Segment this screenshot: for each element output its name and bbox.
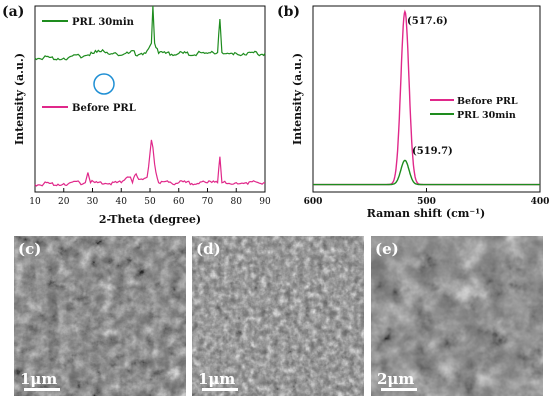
xrd-plot-frame (34, 5, 266, 193)
scale-bar-label-e: 2μm (377, 370, 415, 388)
raman-x-tick-label: 400 (531, 197, 550, 207)
raman-xlabel: Raman shift (cm⁻¹) (367, 207, 486, 220)
sem-image-c: (c) 1μm (14, 236, 186, 396)
xrd-x-tick-label: 60 (173, 197, 185, 207)
xrd-x-tick-label: 80 (231, 197, 243, 207)
highlight-circle (93, 73, 115, 95)
xrd-x-tick-label: 30 (87, 197, 99, 207)
raman-x-tick-label: 600 (304, 197, 323, 207)
sem-image-d: (d) 1μm (192, 236, 364, 396)
raman-chart: 600 500 400 (b) (517.6) (519.7) Before PRL… (277, 4, 549, 220)
raman-ylabel: Intensity (a.u.) (291, 53, 304, 145)
sem-image-e: (e) 2μm (371, 236, 543, 396)
raman-x-tick-label: 500 (417, 197, 436, 207)
raman-legend-label-before-prl: Before PRL (457, 96, 518, 107)
scale-bar-line-e (381, 388, 417, 391)
scale-bar-label-d: 1μm (198, 370, 236, 388)
legend-label-prl-30min: PRL 30min (72, 17, 135, 28)
xrd-series-prl-30min (34, 5, 266, 61)
xrd-x-tick-label: 20 (58, 197, 70, 207)
chart-panels: 10 20 30 40 50 60 70 80 90 (a) PRL 30min Before … (2, 4, 549, 226)
xrd-x-tick-label: 50 (144, 197, 156, 207)
annotation-519-7: (519.7) (412, 146, 453, 157)
sem-texture-c (14, 236, 186, 396)
scale-bar-line-c (24, 388, 60, 391)
panel-label-b: (b) (277, 4, 300, 20)
panel-label-e: (e) (375, 240, 399, 258)
panel-label-c: (c) (18, 240, 42, 258)
legend-label-before-prl: Before PRL (72, 103, 136, 114)
xrd-chart: 10 20 30 40 50 60 70 80 90 (a) PRL 30min Before … (2, 4, 271, 226)
raman-series-prl-30min (313, 159, 540, 186)
scale-bar-label-c: 1μm (20, 370, 58, 388)
xrd-series-before-prl (34, 139, 266, 187)
panel-label-a: (a) (2, 4, 24, 20)
scale-bar-e: 2μm (377, 370, 417, 391)
panel-label-d: (d) (196, 240, 221, 258)
annotation-517-6: (517.6) (407, 16, 448, 27)
xrd-x-tick-label: 40 (116, 197, 128, 207)
xrd-xlabel: 2-Theta (degree) (99, 213, 201, 226)
xrd-x-tick-label: 90 (259, 197, 271, 207)
raman-legend-label-prl-30min: PRL 30min (457, 110, 516, 121)
scale-bar-c: 1μm (20, 370, 60, 391)
xrd-x-tick-label: 10 (29, 197, 41, 207)
scale-bar-line-d (202, 388, 238, 391)
scale-bar-d: 1μm (198, 370, 238, 391)
xrd-ylabel: Intensity (a.u.) (13, 53, 26, 145)
xrd-x-tick-label: 70 (202, 197, 214, 207)
sem-texture-e (371, 236, 543, 396)
sem-texture-d (192, 236, 364, 396)
